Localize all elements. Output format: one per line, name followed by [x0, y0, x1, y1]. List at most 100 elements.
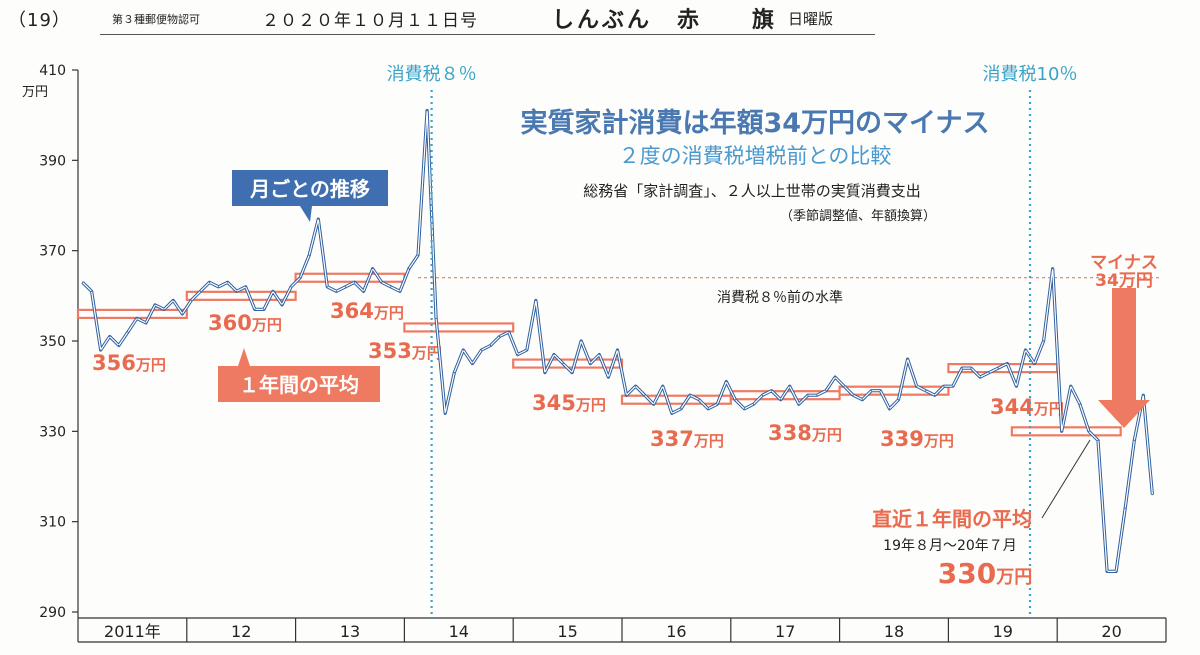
series-point — [707, 408, 709, 410]
series-point — [979, 376, 981, 378]
series-point — [970, 367, 972, 369]
series-point — [263, 308, 265, 310]
series-point — [272, 290, 274, 292]
newspaper-name: しんぶん 赤 旗 — [552, 7, 778, 33]
series-point — [154, 304, 156, 306]
yearly-average-bar — [620, 394, 732, 405]
series-point — [997, 367, 999, 369]
series-point — [1070, 385, 1072, 387]
tax-increase-label: 消費税８％ — [387, 64, 477, 85]
recent-avg-value: 330万円 — [938, 557, 1032, 590]
series-point — [217, 286, 220, 288]
series-point — [598, 353, 600, 356]
series-point — [444, 412, 446, 414]
series-point — [725, 381, 727, 383]
series-point — [353, 281, 356, 283]
header-rule — [100, 34, 875, 35]
series-point — [571, 372, 573, 374]
yearly-average-label: 338万円 — [768, 421, 842, 445]
x-tick-label: 13 — [340, 622, 360, 641]
monthly-series — [81, 108, 1154, 574]
x-tick-label: 16 — [666, 622, 686, 641]
series-point — [462, 349, 464, 351]
series-point — [1015, 385, 1018, 387]
series-point — [1079, 403, 1081, 405]
series-point — [607, 376, 610, 378]
series-point — [91, 290, 93, 292]
series-point — [961, 367, 963, 369]
series-point — [426, 110, 428, 112]
series-point — [1006, 362, 1008, 365]
yearly-average-bar — [1010, 426, 1122, 437]
y-tick-label: 330 — [39, 424, 66, 440]
x-tick-label: 2011年 — [104, 622, 161, 641]
monthly-callout-pointer — [300, 206, 312, 222]
series-point — [743, 408, 746, 410]
series-point — [363, 290, 365, 292]
series-point — [118, 344, 120, 347]
series-point — [1151, 493, 1153, 496]
series-point — [1124, 507, 1126, 509]
series-point — [335, 290, 337, 292]
series-point — [471, 362, 473, 365]
x-tick-label: 15 — [557, 622, 577, 641]
monthly-callout-label: 月ごとの推移 — [249, 177, 370, 201]
series-point — [1142, 394, 1144, 396]
series-point — [825, 390, 827, 392]
series-point — [499, 335, 501, 338]
issue-date: ２０２０年１０月１１日号 — [262, 11, 478, 31]
series-point — [771, 390, 773, 392]
series-point — [326, 286, 328, 288]
series-point — [562, 362, 564, 365]
yearly-average-label: 353万円 — [368, 339, 442, 363]
series-point — [172, 299, 174, 301]
series-point — [553, 353, 555, 356]
series-point — [317, 218, 319, 220]
series-point — [390, 286, 392, 288]
series-point — [852, 394, 854, 396]
x-tick-label: 14 — [449, 622, 469, 641]
series-point — [236, 290, 238, 292]
series-point — [789, 385, 791, 387]
minus-value-label: 34万円 — [1095, 271, 1153, 291]
chart-source-note: （季節調整値、年額換算） — [780, 208, 936, 224]
series-point — [635, 385, 637, 387]
yearly-average-label: 356万円 — [92, 351, 166, 375]
chart-title: 実質家計消費は年額34万円のマイナス — [520, 107, 989, 139]
series-point — [109, 335, 111, 338]
series-point — [81, 281, 84, 283]
yearly-avg-callout-label: １年間の平均 — [239, 373, 359, 397]
yearly-average-label: 364万円 — [330, 299, 404, 323]
y-tick-label: 410 — [39, 63, 66, 79]
series-point — [199, 290, 201, 292]
series-point — [834, 376, 836, 378]
series-point — [934, 394, 936, 396]
reference-line-label: 消費税８％前の水準 — [717, 289, 843, 306]
series-point — [761, 394, 764, 396]
y-axis-unit: 万円 — [22, 85, 48, 100]
series-point — [417, 254, 419, 256]
series-point — [861, 399, 863, 401]
series-point — [1133, 439, 1135, 441]
series-point — [653, 403, 655, 405]
series-point — [689, 394, 691, 396]
series-point — [616, 349, 619, 351]
recent-avg-title: 直近１年間の平均 — [872, 507, 1032, 531]
monthly-callout-box — [232, 170, 388, 206]
series-point — [508, 331, 510, 333]
yearly-avg-callout-box — [218, 366, 380, 402]
series-point — [952, 385, 954, 387]
yearly-average-bar — [294, 272, 406, 283]
chart-subtitle: ２度の消費税増税前との比較 — [619, 144, 892, 168]
series-point — [290, 286, 292, 288]
series-point — [843, 385, 845, 387]
series-point — [489, 344, 492, 347]
series-point — [245, 286, 247, 288]
series-point — [1043, 340, 1045, 342]
yearly-average-bar — [403, 322, 515, 333]
series-point — [181, 313, 183, 315]
series-point — [100, 349, 102, 351]
series-point — [680, 408, 682, 410]
yearly-average-bar — [185, 290, 297, 301]
edition-label: 日曜版 — [788, 10, 834, 28]
